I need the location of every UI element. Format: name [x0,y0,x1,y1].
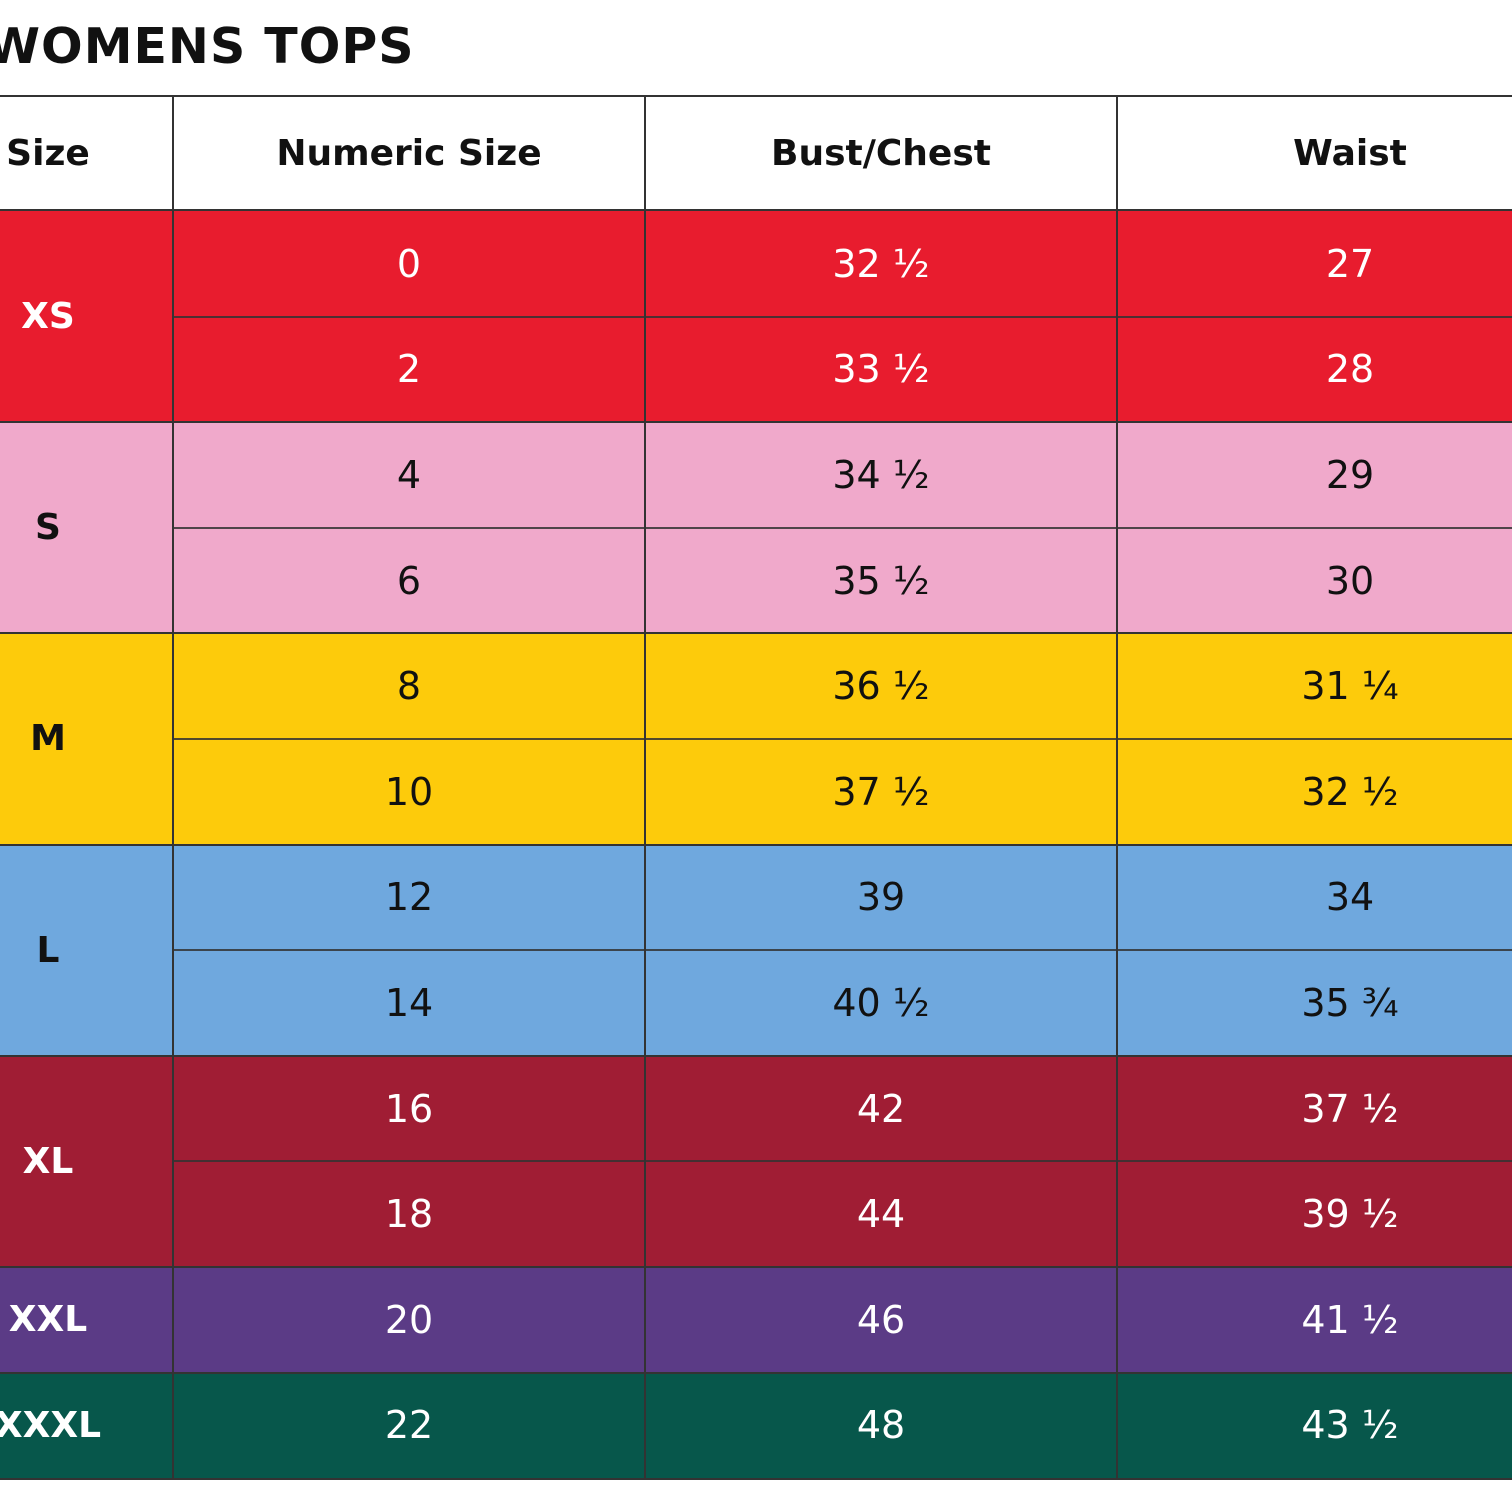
size-label: XXXL [0,1404,102,1446]
row-divider [174,1160,1512,1163]
column-divider [172,97,174,1478]
bust-chest-cell: 40 ½ [832,980,930,1025]
header-bust-chest: Bust/Chest [771,132,991,174]
table-row: 12 39 34 [0,845,1512,951]
numeric-size-cell: 0 [396,241,422,286]
bust-chest-cell: 46 [856,1297,906,1342]
table-header-row: Size Numeric Size Bust/Chest Waist [0,97,1512,211]
page-title: WOMENS TOPS [0,18,415,75]
size-label: S [35,507,61,549]
waist-cell: 37 ½ [1301,1086,1399,1131]
table-row: 6 35 ½ 30 [0,528,1512,634]
column-divider [1116,97,1118,1478]
size-group-xxxl: XXXL 22 48 43 ½ [0,1372,1512,1479]
table-row: 22 48 43 ½ [0,1373,1512,1479]
size-group-m: M 8 36 ½ 31 ¼ 10 37 ½ 32 ½ [0,633,1512,845]
table-row: 4 34 ½ 29 [0,422,1512,528]
numeric-size-cell: 16 [384,1086,434,1131]
bust-chest-cell: 37 ½ [832,769,930,814]
bust-chest-cell: 34 ½ [832,452,930,497]
size-chart-table: Size Numeric Size Bust/Chest Waist XS 0 32… [0,95,1512,1480]
bust-chest-cell: 36 ½ [832,664,930,709]
group-divider [0,843,1512,846]
waist-cell: 27 [1325,241,1375,286]
table-row: 2 33 ½ 28 [0,317,1512,423]
numeric-size-cell: 22 [384,1403,434,1448]
bust-chest-cell: 35 ½ [832,558,930,603]
size-label: M [30,718,66,760]
header-numeric-size: Numeric Size [276,132,542,174]
waist-cell: 34 [1325,875,1375,920]
header-waist: Waist [1293,132,1407,174]
row-divider [174,315,1512,318]
table-row: 14 40 ½ 35 ¾ [0,950,1512,1056]
size-group-xl: XL 16 42 37 ½ 18 44 39 ½ [0,1055,1512,1267]
size-label: XS [21,296,75,338]
waist-cell: 32 ½ [1301,769,1399,814]
group-divider [0,1371,1512,1374]
bust-chest-cell: 39 [856,875,906,920]
waist-cell: 41 ½ [1301,1297,1399,1342]
size-label: XL [22,1140,74,1182]
waist-cell: 28 [1325,347,1375,392]
numeric-size-cell: 12 [384,875,434,920]
size-group-xs: XS 0 32 ½ 27 2 33 ½ 28 [0,211,1512,423]
numeric-size-cell: 10 [384,769,434,814]
table-row: 0 32 ½ 27 [0,211,1512,317]
group-divider [0,1266,1512,1268]
waist-cell: 31 ¼ [1301,664,1399,709]
table-row: 18 44 39 ½ [0,1161,1512,1267]
row-divider [174,949,1512,952]
table-row: 16 42 37 ½ [0,1056,1512,1162]
size-group-xxl: XXL 20 46 41 ½ [0,1267,1512,1373]
waist-cell: 43 ½ [1301,1403,1399,1448]
table-row: 8 36 ½ 31 ¼ [0,633,1512,739]
group-divider [0,421,1512,424]
size-group-l: L 12 39 34 14 40 ½ 35 ¾ [0,844,1512,1056]
bust-chest-cell: 44 [856,1192,906,1237]
waist-cell: 39 ½ [1301,1192,1399,1237]
row-divider [174,737,1512,740]
group-divider [0,1054,1512,1057]
group-divider [0,632,1512,635]
bust-chest-cell: 42 [856,1086,906,1131]
bust-chest-cell: 32 ½ [832,241,930,286]
bust-chest-cell: 48 [856,1403,906,1448]
waist-cell: 29 [1325,452,1375,497]
bust-chest-cell: 33 ½ [832,347,930,392]
numeric-size-cell: 6 [396,558,422,603]
numeric-size-cell: 14 [384,980,434,1025]
row-divider [174,526,1512,529]
size-group-s: S 4 34 ½ 29 6 35 ½ 30 [0,422,1512,634]
table-row: 20 46 41 ½ [0,1267,1512,1373]
waist-cell: 35 ¾ [1301,980,1399,1025]
column-divider [644,97,646,1478]
size-label: L [36,929,60,971]
waist-cell: 30 [1325,558,1375,603]
numeric-size-cell: 20 [384,1297,434,1342]
table-row: 10 37 ½ 32 ½ [0,739,1512,845]
header-size: Size [6,132,90,174]
size-label: XXL [8,1299,88,1341]
numeric-size-cell: 4 [396,452,422,497]
numeric-size-cell: 2 [396,347,422,392]
numeric-size-cell: 18 [384,1192,434,1237]
numeric-size-cell: 8 [396,664,422,709]
